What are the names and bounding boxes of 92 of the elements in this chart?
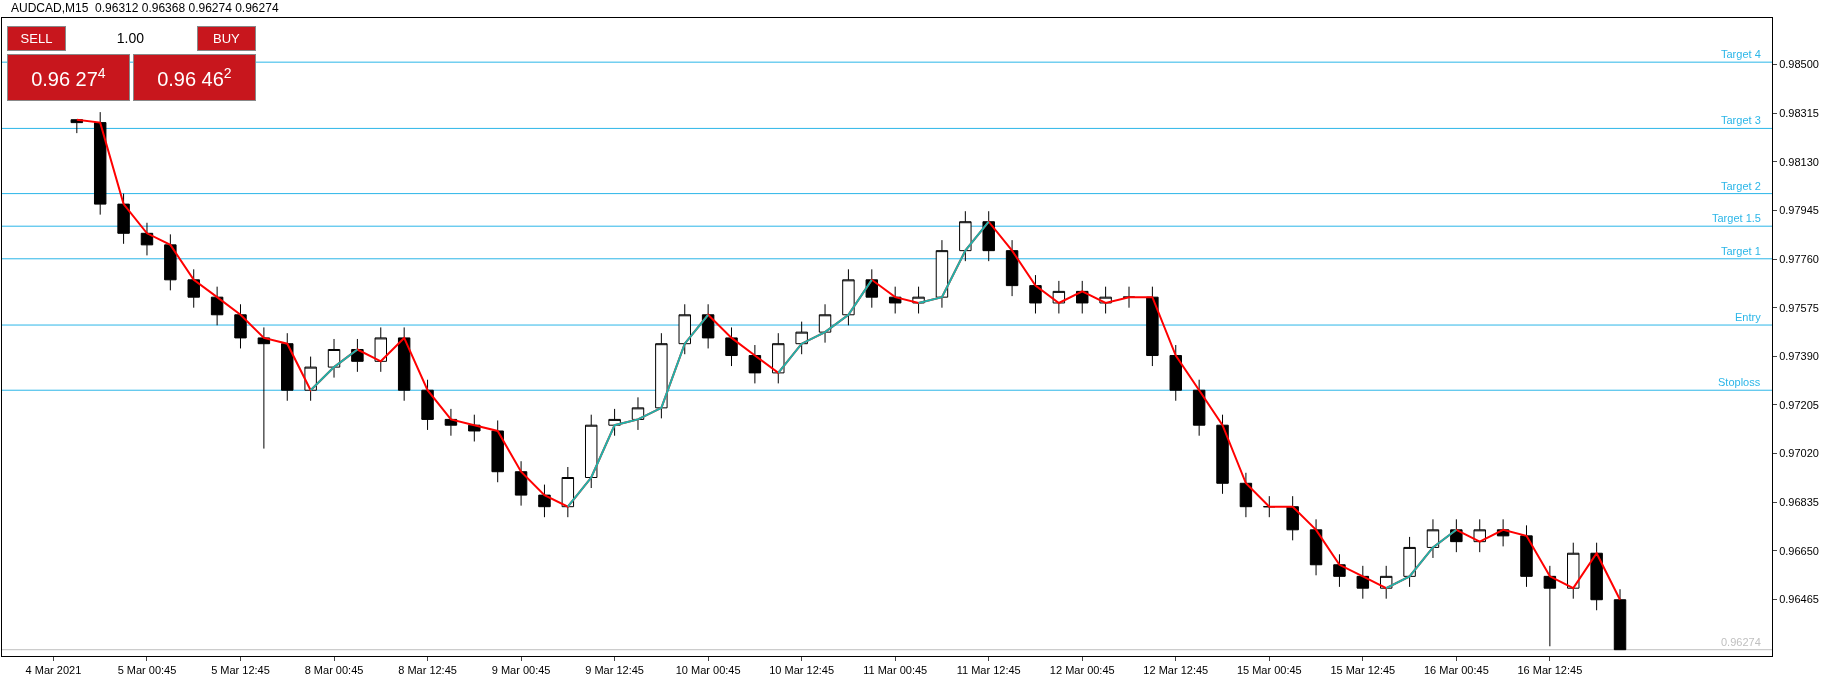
- x-tick-label: 11 Mar 00:45: [863, 664, 928, 677]
- ref-line-label: Entry: [1735, 311, 1762, 323]
- candlestick: [1567, 542, 1580, 600]
- y-tick-label: 0.96465: [1779, 593, 1819, 606]
- y-tick-label: 0.97390: [1779, 350, 1819, 363]
- annotation: BUY: [212, 31, 241, 46]
- x-tick-label: 8 Mar 12:45: [398, 664, 457, 677]
- y-tick-label: 0.96650: [1779, 544, 1819, 557]
- candlestick: [725, 326, 738, 367]
- annotation: SELL: [20, 31, 53, 46]
- y-tick-label: 0.97205: [1779, 398, 1819, 411]
- candlestick: [842, 268, 855, 326]
- candlestick: [140, 222, 154, 256]
- x-tick-label: 5 Mar 12:45: [211, 664, 270, 677]
- candlestick: [1239, 472, 1253, 518]
- ref-line-label: Target 4: [1721, 48, 1761, 60]
- candlestick: [1333, 553, 1346, 588]
- x-tick-label: 12 Mar 12:45: [1143, 664, 1209, 677]
- x-tick-label: 16 Mar 00:45: [1423, 664, 1489, 677]
- candlestick: [210, 286, 224, 326]
- x-tick-label: 10 Mar 12:45: [769, 664, 835, 677]
- x-tick-label: 16 Mar 12:45: [1517, 664, 1583, 677]
- candlestick: [327, 338, 341, 379]
- candlestick: [1286, 495, 1299, 541]
- candlestick: [959, 210, 972, 262]
- y-tick-label: 0.98315: [1779, 107, 1819, 120]
- ref-line-label: Target 1.5: [1712, 212, 1761, 224]
- candlestick: [1192, 379, 1206, 437]
- annotation: 0.96 46$^{2}$: [157, 64, 232, 91]
- candlestick: [1146, 286, 1159, 367]
- x-tick-label: 10 Mar 00:45: [675, 664, 741, 677]
- candlestick: [1403, 536, 1416, 588]
- candlestick: [117, 193, 130, 245]
- candlestick: [1520, 524, 1533, 588]
- candlestick: [397, 326, 411, 402]
- candlestick: [1029, 274, 1042, 314]
- candlestick: [1543, 565, 1557, 647]
- x-tick-label: 5 Mar 00:45: [117, 664, 177, 677]
- candlestick: [281, 332, 294, 402]
- y-tick-label: 0.98130: [1779, 155, 1819, 168]
- candlestick: [772, 332, 785, 384]
- candlestick: [491, 419, 504, 483]
- candlestick: [1426, 518, 1440, 559]
- y-tick-label: 0.97020: [1779, 447, 1819, 460]
- candlestick: [748, 344, 762, 384]
- ref-line-label: Target 1: [1721, 245, 1761, 257]
- candlestick: [1613, 588, 1627, 651]
- candlestick: [655, 332, 668, 419]
- candlestick: [1309, 518, 1323, 576]
- ref-line-label: Stoploss: [1718, 376, 1761, 388]
- y-tick-label: 0.96835: [1779, 496, 1819, 509]
- x-tick-label: 11 Mar 12:45: [956, 664, 1021, 677]
- candlestick: [514, 460, 528, 507]
- candlestick: [164, 233, 177, 291]
- candlestick: [1216, 414, 1229, 495]
- candlestick: [608, 408, 621, 437]
- y-tick-label: 0.98500: [1779, 58, 1819, 71]
- ref-line-label: Target 3: [1721, 114, 1761, 126]
- x-tick-label: 4 Mar 2021: [25, 664, 82, 677]
- candlestick: [257, 326, 271, 450]
- annotation: 1.00: [116, 29, 145, 46]
- candlestick: [1590, 542, 1603, 611]
- candlestick: [795, 321, 808, 355]
- x-tick-label: 8 Mar 00:45: [304, 664, 364, 677]
- candlestick: [631, 396, 645, 431]
- candlestick: [421, 379, 434, 431]
- candlestick: [538, 484, 551, 518]
- candlestick: [584, 414, 598, 489]
- ref-line-label: 0.96274: [1721, 636, 1761, 648]
- x-tick-label: 15 Mar 00:45: [1236, 664, 1302, 677]
- candlestick: [1356, 565, 1370, 600]
- candlestick: [1169, 344, 1182, 402]
- x-tick-label: 9 Mar 12:45: [585, 664, 644, 677]
- candlestick: [1005, 239, 1019, 297]
- y-tick-label: 0.97760: [1779, 252, 1819, 265]
- candlestick: [374, 326, 388, 373]
- candlestick: [818, 303, 832, 344]
- y-tick-label: 0.97945: [1779, 204, 1819, 217]
- chart-title: AUDCAD,M15 0.96312 0.96368 0.96274 0.96274: [11, 0, 279, 15]
- annotation: 0.96 27$^{4}$: [31, 64, 106, 91]
- x-tick-label: 9 Mar 00:45: [491, 664, 551, 677]
- candlestick: [678, 303, 691, 355]
- y-tick-label: 0.97575: [1779, 301, 1819, 314]
- candlestick: [93, 111, 107, 216]
- candlestick: [561, 466, 575, 518]
- ref-line-label: Target 2: [1721, 180, 1761, 192]
- candlestick: [187, 268, 200, 309]
- candlestick: [234, 303, 247, 349]
- x-tick-label: 12 Mar 00:45: [1049, 664, 1115, 677]
- candlestick: [935, 239, 949, 309]
- x-tick-label: 15 Mar 12:45: [1330, 664, 1396, 677]
- candlestick: [982, 210, 995, 262]
